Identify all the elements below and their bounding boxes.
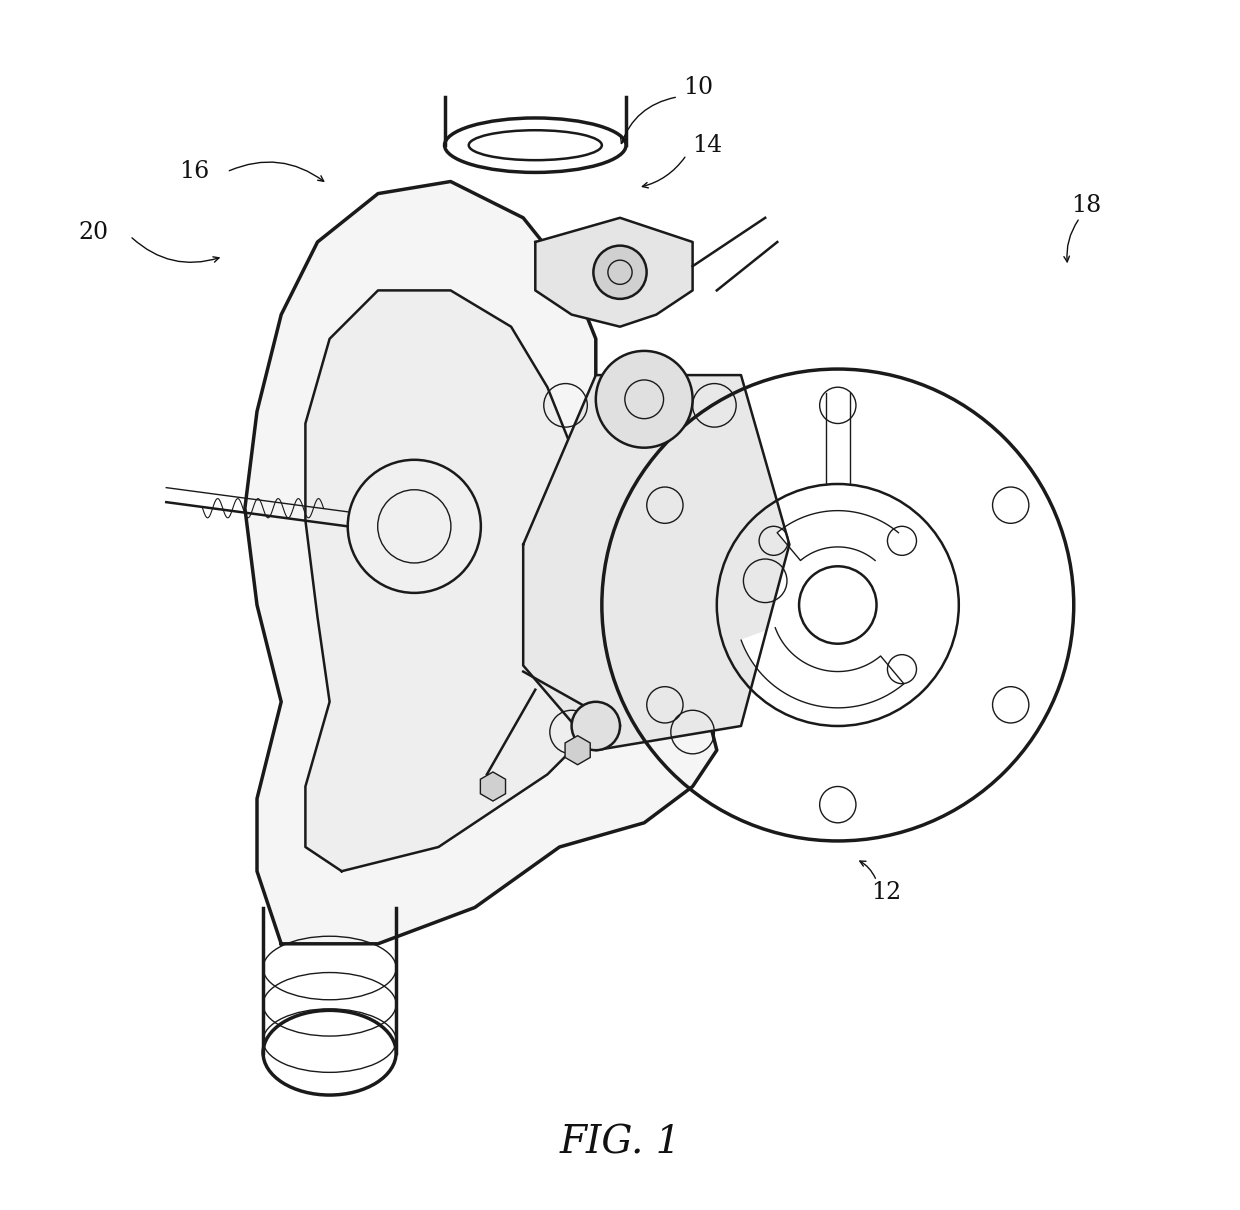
Polygon shape	[777, 511, 899, 560]
Circle shape	[595, 351, 693, 448]
Text: 16: 16	[179, 160, 210, 184]
Circle shape	[594, 246, 646, 299]
Text: 14: 14	[692, 133, 722, 157]
Text: FIG. 1: FIG. 1	[559, 1125, 681, 1162]
Circle shape	[347, 460, 481, 593]
Polygon shape	[305, 290, 620, 871]
Polygon shape	[742, 628, 904, 708]
Polygon shape	[244, 182, 717, 944]
Text: 10: 10	[683, 75, 714, 99]
Circle shape	[572, 702, 620, 750]
Text: 12: 12	[870, 881, 901, 905]
Text: 18: 18	[1070, 194, 1101, 218]
Polygon shape	[523, 375, 790, 750]
Polygon shape	[536, 218, 693, 327]
Text: 20: 20	[78, 220, 109, 244]
